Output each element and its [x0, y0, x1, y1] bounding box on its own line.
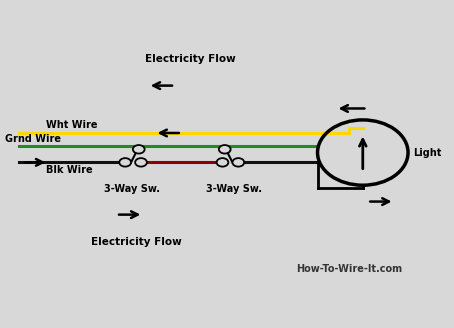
Circle shape	[135, 158, 147, 167]
Circle shape	[133, 145, 145, 154]
Circle shape	[232, 158, 244, 167]
Text: Grnd Wire: Grnd Wire	[5, 134, 61, 144]
Text: Electricity Flow: Electricity Flow	[145, 54, 236, 65]
Text: Blk Wire: Blk Wire	[46, 165, 93, 175]
Text: 3-Way Sw.: 3-Way Sw.	[104, 184, 160, 194]
Circle shape	[119, 158, 131, 167]
Text: 3-Way Sw.: 3-Way Sw.	[206, 184, 262, 194]
Circle shape	[219, 145, 231, 154]
Text: How-To-Wire-It.com: How-To-Wire-It.com	[296, 263, 402, 274]
Circle shape	[217, 158, 228, 167]
Text: Wht Wire: Wht Wire	[46, 120, 98, 130]
Text: Light: Light	[414, 148, 442, 157]
Text: Electricity Flow: Electricity Flow	[91, 237, 182, 247]
